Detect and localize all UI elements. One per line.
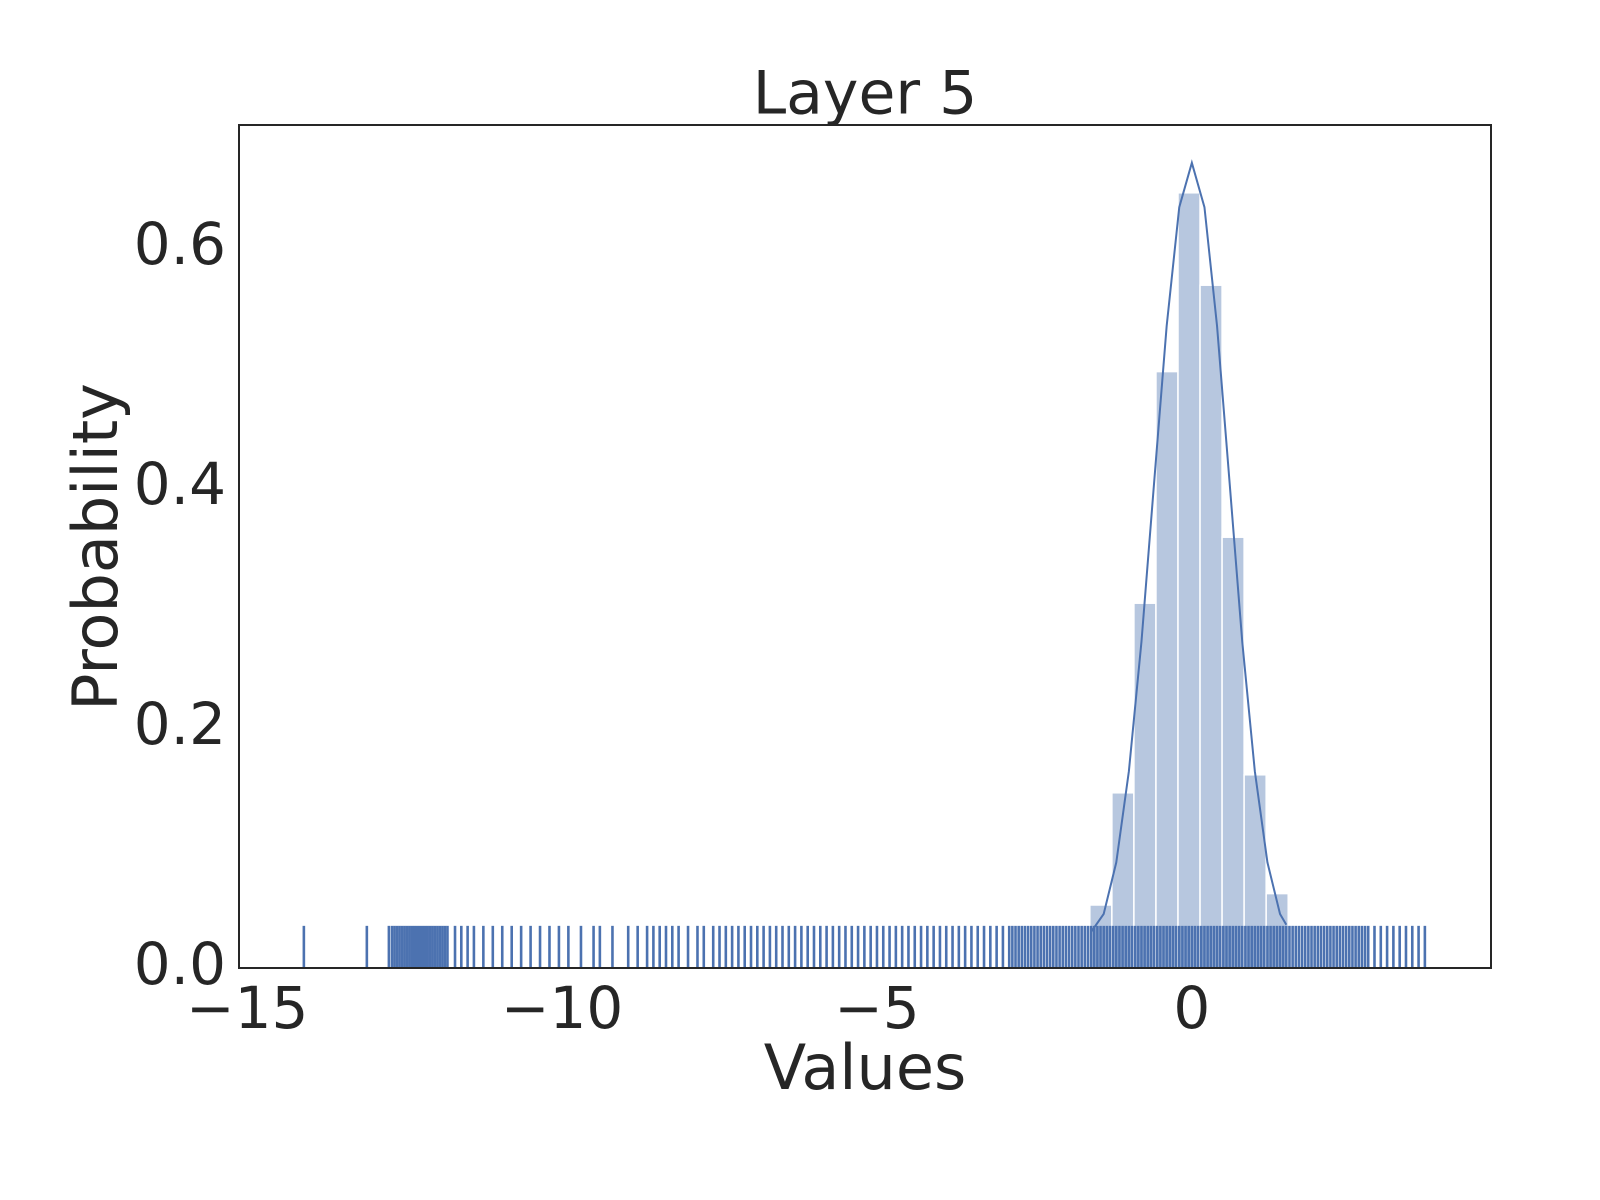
y-tick-label: 0.6 (134, 210, 226, 278)
y-tick-label: 0.2 (134, 690, 226, 758)
y-tick-label: 0.4 (134, 450, 226, 518)
x-tick-label: −15 (186, 974, 308, 1042)
y-tick-label: 0.0 (134, 930, 226, 998)
histogram-bar (1155, 370, 1179, 969)
x-tick-label: 0 (1173, 974, 1210, 1042)
y-axis-label: Probability (59, 383, 132, 711)
chart-title: Layer 5 (753, 59, 978, 129)
kde-line (1090, 159, 1288, 933)
histogram-bar (1221, 536, 1245, 969)
x-tick-label: −10 (501, 974, 623, 1042)
x-axis-label: Values (764, 1031, 967, 1104)
histogram-bar (1133, 602, 1157, 969)
plot-frame (238, 124, 1492, 969)
histogram-bar (1177, 192, 1201, 969)
x-tick-label: −5 (834, 974, 920, 1042)
histogram-bar (1199, 284, 1223, 969)
